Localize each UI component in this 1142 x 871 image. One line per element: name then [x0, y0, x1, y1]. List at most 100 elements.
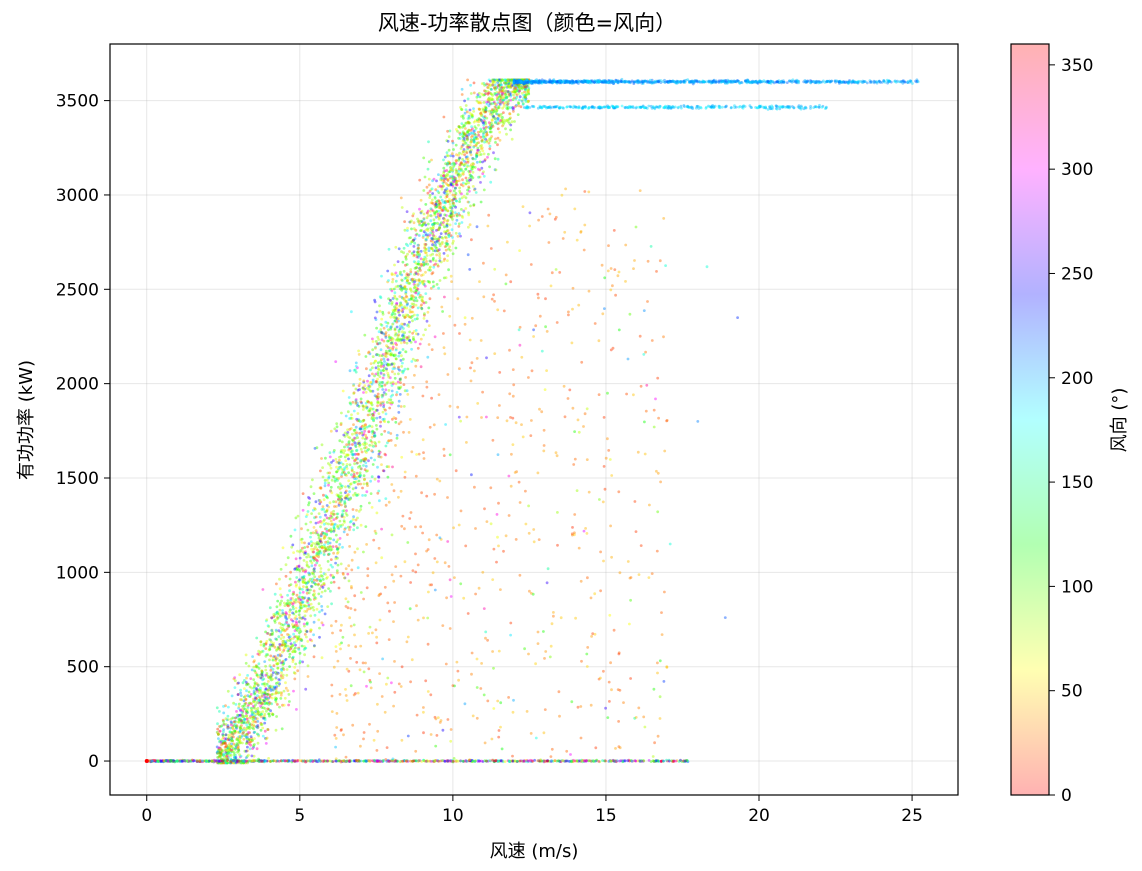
- scatter-point: [252, 724, 256, 728]
- scatter-point: [296, 629, 299, 632]
- scatter-point: [452, 239, 455, 243]
- scatter-point: [488, 102, 492, 106]
- scatter-point: [414, 329, 418, 332]
- scatter-point: [239, 698, 242, 701]
- scatter-point: [518, 81, 522, 85]
- scatter-point: [220, 748, 224, 752]
- scatter-point: [463, 141, 467, 145]
- scatter-point: [351, 432, 354, 436]
- scatter-point: [455, 179, 459, 183]
- scatter-point: [519, 79, 523, 83]
- scatter-point: [307, 591, 311, 595]
- scatter-point: [270, 616, 274, 620]
- scatter-point: [259, 701, 263, 705]
- scatter-point: [513, 120, 516, 123]
- scatter-point: [355, 477, 358, 480]
- scatter-point: [398, 295, 402, 298]
- scatter-point: [633, 80, 637, 84]
- scatter-point: [336, 538, 340, 542]
- scatter-point: [412, 330, 416, 333]
- scatter-point: [258, 698, 262, 701]
- scatter-point: [371, 366, 374, 370]
- scatter-point: [393, 308, 396, 311]
- scatter-point: [309, 520, 313, 524]
- scatter-point: [442, 191, 446, 194]
- scatter-point: [463, 132, 467, 136]
- scatter-point: [393, 312, 397, 316]
- scatter-point: [218, 729, 222, 733]
- scatter-point: [372, 413, 375, 417]
- scatter-point: [313, 578, 316, 582]
- scatter-point: [249, 693, 253, 696]
- scatter-point: [442, 216, 446, 220]
- scatter-point: [252, 723, 255, 727]
- scatter-point: [315, 552, 319, 556]
- scatter-point: [382, 373, 386, 376]
- scatter-point: [252, 689, 256, 693]
- scatter-point: [460, 122, 464, 125]
- scatter-point: [269, 654, 273, 658]
- scatter-point: [329, 537, 332, 541]
- scatter-point: [402, 383, 406, 386]
- scatter-point: [458, 169, 461, 173]
- scatter-point: [488, 165, 491, 169]
- scatter-point: [262, 701, 266, 704]
- scatter-point: [227, 733, 231, 737]
- scatter-point: [260, 694, 264, 697]
- scatter-point: [329, 466, 333, 470]
- scatter-point: [288, 700, 291, 703]
- scatter-point: [234, 747, 237, 751]
- scatter-point: [356, 442, 360, 445]
- scatter-point: [377, 455, 380, 458]
- scatter-point: [373, 374, 376, 378]
- scatter-point: [344, 459, 348, 462]
- scatter-point: [371, 432, 375, 435]
- scatter-point: [232, 753, 236, 757]
- scatter-point: [241, 707, 245, 711]
- scatter-point: [312, 633, 315, 637]
- scatter-point: [344, 491, 347, 494]
- scatter-point: [332, 475, 336, 479]
- scatter-point: [410, 294, 414, 298]
- scatter-point: [486, 91, 490, 95]
- scatter-point: [385, 362, 389, 365]
- scatter-point: [410, 227, 413, 231]
- scatter-point: [249, 694, 252, 698]
- scatter-point: [387, 375, 391, 379]
- scatter-point: [332, 509, 335, 513]
- scatter-point: [285, 627, 289, 631]
- scatter-point: [444, 248, 448, 252]
- scatter-point: [490, 96, 494, 100]
- scatter-point: [298, 595, 301, 599]
- scatter-point: [260, 669, 264, 673]
- scatter-point: [397, 308, 401, 312]
- scatter-point: [389, 336, 393, 339]
- scatter-point: [482, 126, 486, 130]
- scatter-point: [284, 616, 288, 620]
- scatter-point: [226, 746, 230, 750]
- scatter-point: [239, 719, 243, 723]
- scatter-point: [232, 758, 236, 762]
- scatter-point: [515, 89, 519, 92]
- scatter-point: [300, 541, 304, 544]
- scatter-point: [376, 361, 380, 365]
- scatter-point: [259, 728, 263, 732]
- scatter-point: [385, 368, 388, 372]
- scatter-point: [400, 286, 404, 290]
- scatter-point: [240, 728, 244, 732]
- scatter-point: [340, 498, 343, 501]
- scatter-point: [442, 252, 446, 255]
- scatter-point: [507, 92, 511, 96]
- scatter-point: [227, 736, 231, 739]
- scatter-point: [334, 470, 338, 474]
- scatter-point: [367, 448, 370, 451]
- scatter-point: [361, 386, 365, 389]
- scatter-point: [328, 501, 332, 505]
- scatter-point: [226, 724, 230, 727]
- scatter-point: [444, 241, 448, 245]
- scatter-point: [494, 137, 497, 141]
- scatter-point: [335, 505, 338, 508]
- scatter-point: [445, 214, 448, 217]
- scatter-point: [324, 546, 327, 550]
